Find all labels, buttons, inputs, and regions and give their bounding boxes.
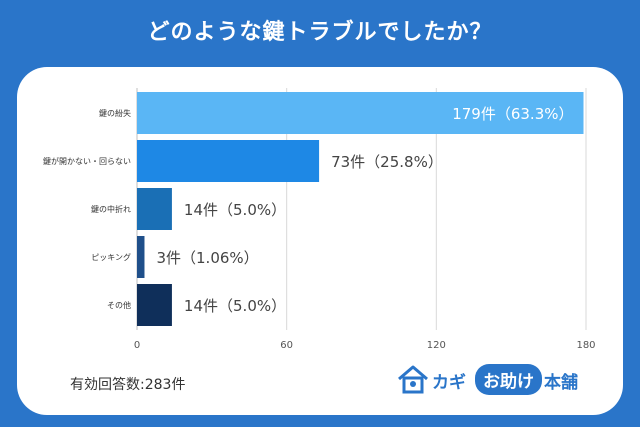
house-key-icon xyxy=(398,365,428,394)
data-label: 14件（5.0%） xyxy=(184,201,286,219)
category-label: 鍵の紛失 xyxy=(99,108,131,118)
bar xyxy=(137,236,145,278)
bar xyxy=(137,92,584,134)
bar xyxy=(137,140,320,182)
data-label: 14件（5.0%） xyxy=(184,297,286,315)
logo-text-kagi: カギ xyxy=(432,373,466,393)
x-tick-label: 120 xyxy=(427,340,446,351)
x-tick-label: 60 xyxy=(280,340,293,351)
data-label: 179件（63.3%） xyxy=(452,105,573,123)
bar xyxy=(137,284,172,326)
brand-logo: カギ お助け 本舗 xyxy=(392,360,602,400)
category-label: 鍵が開かない・回らない xyxy=(43,156,131,166)
category-label: その他 xyxy=(107,300,131,310)
logo-text-honpo: 本舗 xyxy=(544,373,578,393)
category-label: 鍵の中折れ xyxy=(91,204,131,214)
category-label: ピッキング xyxy=(91,252,131,262)
x-tick-label: 0 xyxy=(134,340,140,351)
data-label: 73件（25.8%） xyxy=(331,153,443,171)
logo-text-otasuke: お助け xyxy=(475,364,542,395)
data-label: 3件（1.06%） xyxy=(156,249,258,267)
page-title: どのような鍵トラブルでしたか？ xyxy=(147,20,493,45)
response-count: 有効回答数:283件 xyxy=(70,377,186,393)
bar xyxy=(137,188,172,230)
x-tick-label: 180 xyxy=(576,340,595,351)
